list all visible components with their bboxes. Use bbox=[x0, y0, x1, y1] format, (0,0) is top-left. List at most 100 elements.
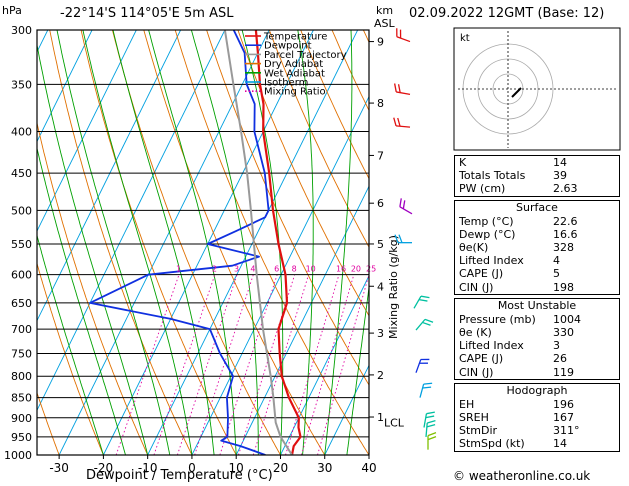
isotherm-line bbox=[102, 30, 314, 455]
wet-adiabat-line bbox=[82, 30, 193, 455]
wind-barb-feather bbox=[427, 420, 436, 424]
legend-label: Isotherm bbox=[264, 78, 308, 89]
parcel-trajectory-line bbox=[223, 30, 293, 455]
asl-unit-label: ASL bbox=[374, 17, 395, 30]
totals-totals-label: Totals Totals bbox=[459, 169, 526, 183]
wind-barb bbox=[415, 318, 434, 331]
k-index-row: K 14 bbox=[455, 156, 619, 169]
mixing-ratio-label: 25 bbox=[366, 265, 376, 274]
dry-adiabat-line bbox=[268, 30, 369, 248]
dewpoint-line bbox=[89, 30, 270, 455]
wind-barb-shaft bbox=[425, 422, 428, 437]
hodograph-stat-value: 311° bbox=[553, 424, 580, 438]
wind-barb bbox=[413, 295, 430, 309]
x-tick-label: -20 bbox=[94, 461, 114, 475]
hodograph-stat-label: StmSpd (kt) bbox=[459, 437, 525, 451]
wind-barb-feather bbox=[399, 29, 402, 39]
wind-barb-feather bbox=[422, 321, 431, 326]
wind-barb-feather bbox=[394, 234, 399, 243]
surface-row: CIN (J) 198 bbox=[455, 281, 619, 294]
surface-value: 4 bbox=[553, 254, 560, 268]
isotherm-line bbox=[0, 30, 4, 455]
most-unstable-value: 26 bbox=[553, 352, 567, 366]
isotherm-line bbox=[280, 274, 369, 455]
most-unstable-value: 1004 bbox=[553, 312, 581, 326]
surface-value: 5 bbox=[553, 267, 560, 281]
location-title: -22°14'S 114°05'E 5m ASL bbox=[60, 6, 234, 21]
pressure-tick-label: 450 bbox=[11, 167, 32, 180]
legend-label: Dewpoint bbox=[264, 41, 312, 52]
pressure-tick-label: 900 bbox=[11, 412, 32, 425]
hodograph-stat-value: 14 bbox=[553, 437, 567, 451]
surface-row: Temp (°C) 22.6 bbox=[455, 215, 619, 228]
most-unstable-label: θe (K) bbox=[459, 326, 492, 340]
surface-box: Surface Temp (°C) 22.6 Dewp (°C) 16.6 θe(K) 3… bbox=[454, 199, 620, 295]
wind-barb-feather bbox=[402, 200, 406, 209]
pressure-tick-label: 300 bbox=[11, 24, 32, 37]
wind-barb-feather bbox=[423, 382, 433, 385]
wind-barb bbox=[427, 432, 437, 450]
x-tick-label: 20 bbox=[273, 461, 288, 475]
km-tick-label: 8 bbox=[377, 97, 384, 110]
wind-barb-shaft bbox=[423, 413, 428, 428]
mixing-ratio-label: 4 bbox=[250, 265, 255, 274]
x-tick-label: -30 bbox=[49, 461, 69, 475]
surface-value: 328 bbox=[553, 241, 574, 255]
mixing-ratio-line bbox=[317, 274, 369, 455]
mixing-ratio-label: 10 bbox=[306, 265, 316, 274]
wind-barb bbox=[394, 83, 411, 95]
pressure-tick-label: 500 bbox=[11, 204, 32, 217]
plot-area bbox=[0, 30, 369, 455]
legend-label: Wet Adiabat bbox=[264, 68, 325, 79]
dry-adiabat-line bbox=[300, 30, 369, 180]
pressure-tick-label: 600 bbox=[11, 269, 32, 282]
most-unstable-rows: Pressure (mb) 1004 θe (K) 330 Lifted Index 3 C… bbox=[455, 313, 619, 379]
pressure-tick-label: 650 bbox=[11, 297, 32, 310]
most-unstable-row: Lifted Index 3 bbox=[455, 339, 619, 352]
hodograph-stat-row: StmSpd (kt) 14 bbox=[455, 437, 619, 450]
legend-label: Dry Adiabat bbox=[264, 59, 323, 70]
mixing-ratio-label: 1 bbox=[176, 265, 181, 274]
mixing-ratio-label: 8 bbox=[292, 265, 297, 274]
surface-rows: Temp (°C) 22.6 Dewp (°C) 16.6 θe(K) 328 Lifted… bbox=[455, 215, 619, 294]
wind-barb-shaft bbox=[399, 206, 413, 215]
km-tick-label: 5 bbox=[377, 238, 384, 251]
mixing-ratio-line bbox=[300, 274, 355, 455]
footer-credit: © weatheronline.co.uk bbox=[453, 469, 591, 483]
wind-barb-feather bbox=[396, 28, 398, 37]
surface-label: CAPE (J) bbox=[459, 267, 504, 281]
mixing-ratio-label: 3 bbox=[234, 265, 239, 274]
mixing-ratio-axis-label: Mixing Ratio (g/kg) bbox=[387, 235, 400, 339]
isotherm-line bbox=[37, 30, 182, 322]
wind-barb-shaft bbox=[419, 383, 425, 398]
wind-barb bbox=[393, 117, 411, 128]
dry-adiabat-line bbox=[37, 391, 60, 455]
mixing-ratio-line bbox=[252, 274, 310, 455]
wind-barb-feather bbox=[426, 411, 435, 415]
pressure-tick-label: 750 bbox=[11, 347, 32, 360]
hodograph: kt bbox=[453, 27, 621, 151]
wind-barb-feather bbox=[426, 424, 436, 428]
plot-frame bbox=[36, 29, 370, 456]
mixing-ratio-label: 16 bbox=[336, 265, 346, 274]
wind-barb-feather bbox=[399, 198, 402, 207]
pw-row: PW (cm) 2.63 bbox=[455, 182, 619, 195]
wind-barb-feather bbox=[398, 234, 403, 243]
wind-barb-feather bbox=[425, 415, 435, 419]
km-tick-label: 1 bbox=[377, 411, 384, 424]
most-unstable-value: 3 bbox=[553, 339, 560, 353]
hodograph-stat-value: 196 bbox=[553, 397, 574, 411]
pressure-tick-label: 1000 bbox=[4, 449, 32, 462]
wind-barb-feather bbox=[420, 358, 430, 361]
most-unstable-label: CIN (J) bbox=[459, 365, 494, 379]
isotherm-line bbox=[37, 30, 93, 143]
wet-adiabat-line bbox=[190, 30, 259, 455]
hodograph-stat-label: StmDir bbox=[459, 424, 498, 438]
wind-barb-feather bbox=[419, 362, 428, 364]
pressure-unit-label: hPa bbox=[2, 4, 22, 17]
surface-row: Dewp (°C) 16.6 bbox=[455, 228, 619, 241]
km-tick-label: 7 bbox=[377, 149, 384, 162]
isotherm-line bbox=[191, 95, 369, 455]
